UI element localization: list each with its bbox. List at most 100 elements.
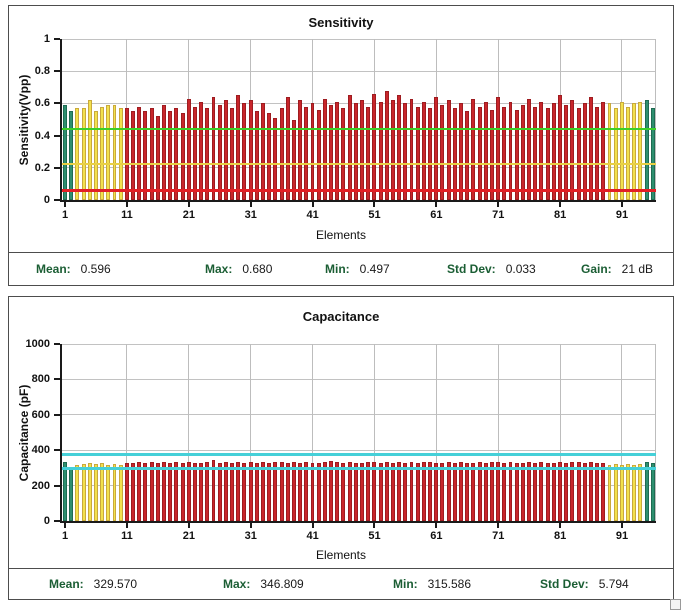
bar	[471, 463, 476, 521]
bar	[180, 113, 185, 200]
bar	[304, 461, 309, 521]
y-axis-tick-label: 0.4	[34, 129, 50, 142]
bar	[261, 103, 265, 200]
bar	[508, 101, 513, 200]
bar	[409, 461, 414, 521]
stat-value: 0.033	[505, 262, 536, 276]
x-axis-tick-label: 11	[121, 530, 133, 542]
reference-line	[62, 162, 656, 166]
bar	[174, 108, 179, 200]
bar	[421, 101, 426, 200]
bar	[75, 464, 80, 521]
x-axis-tick	[620, 523, 623, 528]
bar	[378, 462, 383, 521]
bar	[384, 462, 389, 521]
x-axis-line	[60, 200, 656, 202]
reference-line	[62, 189, 656, 192]
bar	[273, 117, 278, 200]
bar	[372, 461, 377, 521]
bar	[341, 462, 346, 521]
bar	[360, 100, 364, 200]
bar	[143, 462, 148, 521]
bar	[570, 462, 575, 521]
bar	[644, 461, 649, 521]
bar	[112, 105, 117, 200]
bar	[440, 463, 445, 521]
bar	[514, 462, 519, 521]
bar	[186, 461, 191, 521]
bar	[236, 95, 241, 200]
bar	[217, 462, 222, 521]
x-axis-tick	[497, 202, 500, 207]
gridline-vertical	[126, 344, 128, 521]
bar	[310, 103, 315, 200]
bar	[291, 119, 296, 200]
bar	[162, 105, 166, 200]
bar	[390, 100, 395, 200]
bar	[508, 462, 513, 521]
bar	[527, 98, 532, 200]
x-axis-tick	[435, 202, 438, 207]
bar	[298, 462, 303, 521]
bar	[483, 462, 488, 521]
bar	[75, 108, 80, 200]
y-axis-tick	[54, 102, 60, 105]
bar	[118, 108, 123, 200]
x-axis-tick	[373, 523, 376, 528]
bar	[223, 462, 228, 521]
bar	[205, 462, 210, 521]
bar	[539, 461, 544, 521]
bar	[316, 109, 321, 200]
bar	[434, 96, 439, 200]
bar	[124, 108, 129, 200]
y-axis-tick	[54, 134, 60, 137]
stat-label: Gain:	[581, 262, 612, 276]
capacitance-chart-title: Capacitance	[302, 309, 380, 324]
stat-label: Min:	[325, 262, 350, 276]
y-axis-tick-label: 1000	[25, 338, 50, 350]
bar	[248, 100, 253, 200]
bar	[242, 103, 247, 200]
bar	[471, 98, 476, 200]
bar	[192, 106, 197, 200]
stat-value: 0.497	[359, 262, 390, 276]
stat-value: 315.586	[427, 577, 472, 591]
bar	[613, 108, 618, 200]
gridline-horizontal	[62, 167, 656, 169]
bar	[533, 106, 538, 200]
bar	[87, 100, 92, 200]
bar	[403, 462, 408, 521]
stat-label: Max:	[205, 262, 233, 276]
x-axis-tick	[311, 202, 314, 207]
bar	[236, 462, 241, 521]
bar	[168, 111, 173, 200]
capacitance-y-axis-title: Capacitance (pF)	[17, 384, 31, 482]
x-axis-tick	[125, 523, 128, 528]
bar	[570, 100, 575, 200]
bar	[428, 461, 433, 521]
bar	[205, 108, 210, 200]
x-axis-tick-label: 1	[62, 209, 69, 221]
bar	[347, 95, 352, 200]
x-axis-tick-label: 61	[430, 209, 443, 221]
bar	[149, 108, 154, 200]
bar	[192, 462, 197, 521]
x-axis-tick-label: 41	[306, 530, 319, 542]
bar	[131, 111, 136, 200]
stat-group: Gain: 21 dB	[581, 262, 653, 276]
bar	[366, 106, 371, 200]
y-axis-tick	[54, 343, 60, 345]
x-axis-tick-label: 81	[553, 530, 567, 542]
bar	[168, 463, 173, 521]
bar	[155, 462, 160, 521]
bar	[63, 105, 67, 200]
bar	[619, 464, 624, 521]
bar	[397, 95, 402, 200]
x-axis-line	[60, 521, 656, 523]
gridline-vertical	[559, 344, 561, 521]
y-axis-tick	[54, 520, 60, 522]
bar	[465, 111, 470, 200]
bar	[638, 101, 643, 200]
bar	[347, 461, 352, 521]
bar	[106, 464, 111, 521]
